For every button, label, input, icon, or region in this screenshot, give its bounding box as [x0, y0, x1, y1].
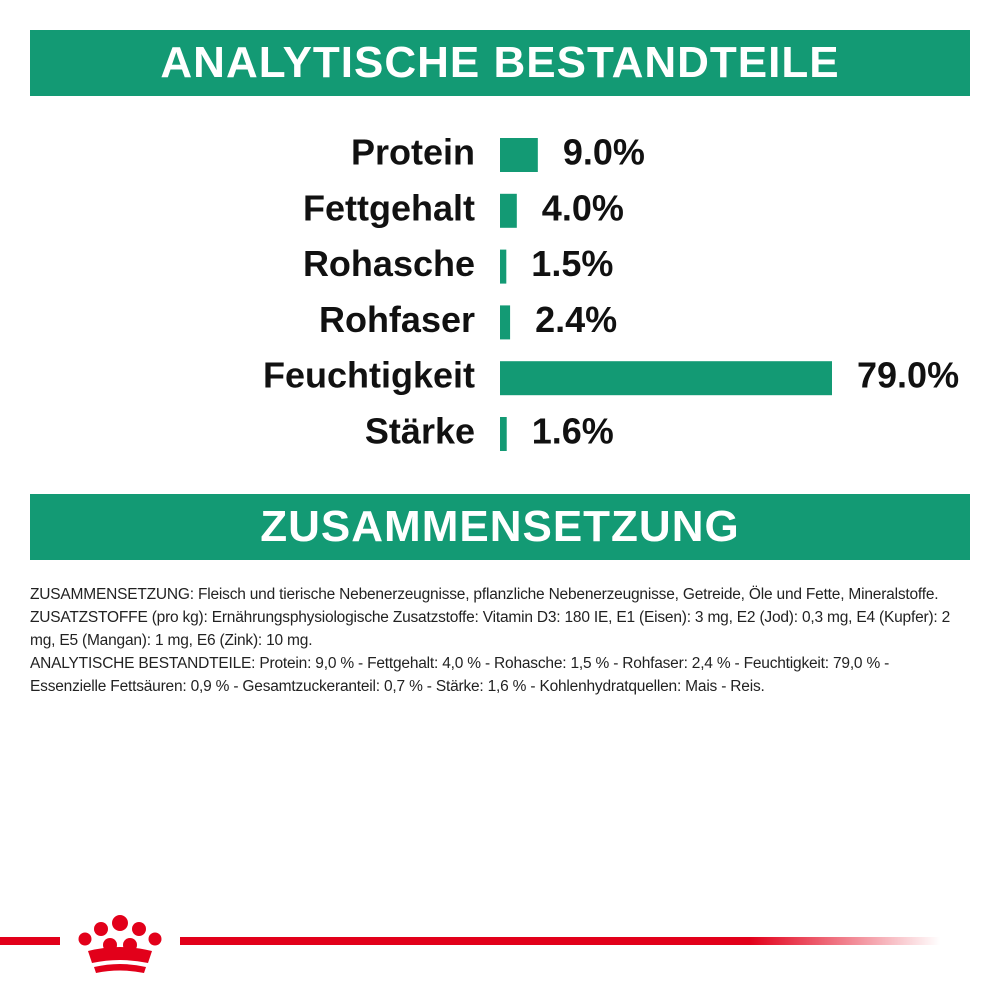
- brand-line: [0, 937, 60, 945]
- footer: [0, 915, 940, 973]
- value-label: 1.5%: [531, 243, 613, 284]
- paragraph: ANALYTISCHE BESTANDTEILE: Protein: 9,0 %…: [30, 655, 890, 695]
- logo: [78, 915, 162, 973]
- category-label: Stärke: [365, 411, 475, 452]
- value-label: 79.0%: [857, 355, 959, 396]
- category-label: Protein: [351, 132, 475, 173]
- bar: [500, 305, 511, 340]
- value-label: 4.0%: [542, 187, 624, 228]
- category-label: Rohasche: [303, 243, 475, 284]
- category-label: Fettgehalt: [303, 187, 475, 228]
- category-label: Rohfaser: [319, 299, 475, 340]
- chart: Protein 9.0% Fettgehalt 4.0% Rohasche 1.5% Roh…: [263, 132, 959, 452]
- bar: [500, 417, 507, 451]
- value-label: 9.0%: [563, 132, 645, 173]
- value-label: 1.6%: [532, 411, 614, 452]
- brand-line: [180, 937, 940, 945]
- bar: [500, 249, 507, 284]
- bar: [500, 138, 538, 172]
- category-label: Feuchtigkeit: [263, 355, 475, 396]
- paragraph: ZUSAMMENSETZUNG: Fleisch und tierische N…: [30, 586, 939, 603]
- paragraph: ZUSATZSTOFFE (pro kg): Ernährungsphysiol…: [30, 609, 951, 649]
- bar: [500, 193, 517, 228]
- composition-text: ZUSAMMENSETZUNG: Fleisch und tierische N…: [30, 583, 960, 698]
- section-banner: ZUSAMMENSETZUNG: [30, 494, 970, 560]
- value-label: 2.4%: [535, 299, 617, 340]
- section-banner: ANALYTISCHE BESTANDTEILE: [30, 30, 970, 96]
- bar: [500, 361, 832, 396]
